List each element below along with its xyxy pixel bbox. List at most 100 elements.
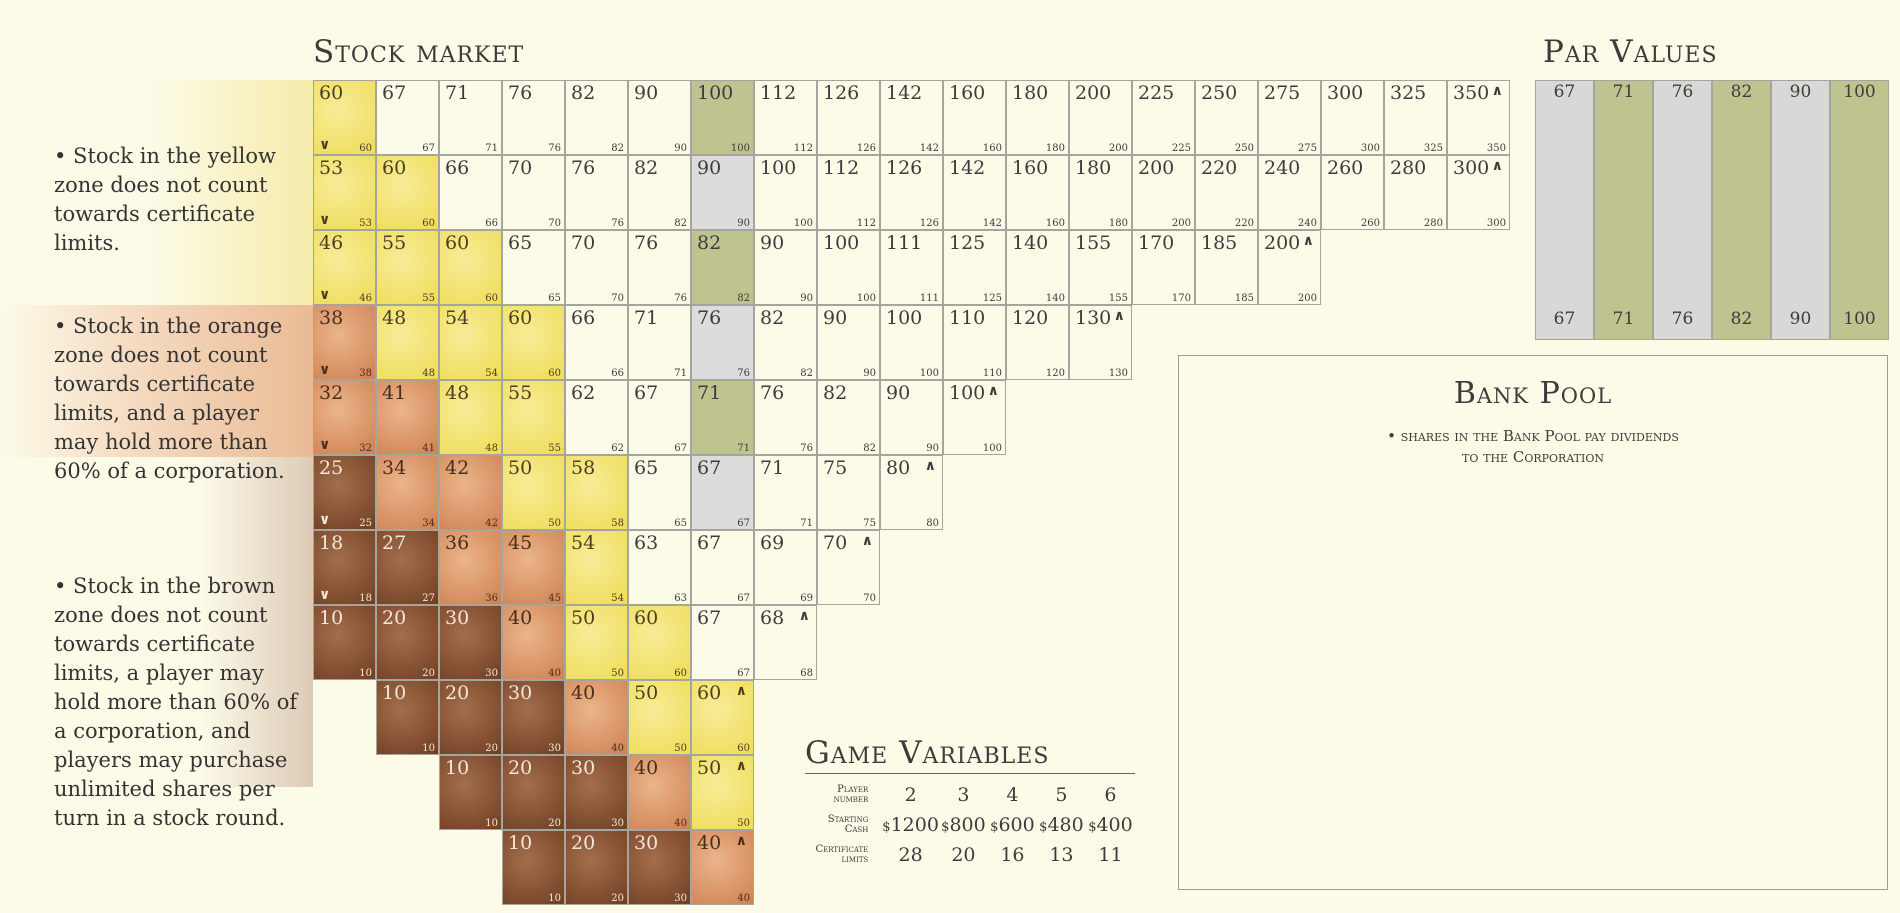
stock-cell[interactable]: 220 220	[1195, 155, 1258, 230]
stock-cell[interactable]: 126 126	[817, 80, 880, 155]
stock-cell[interactable]: 30 30	[565, 755, 628, 830]
stock-cell[interactable]: 200 200	[1069, 80, 1132, 155]
stock-cell[interactable]: 67 67	[628, 380, 691, 455]
stock-cell[interactable]: 71 71	[754, 455, 817, 530]
stock-cell[interactable]: 71 71	[439, 80, 502, 155]
stock-cell[interactable]: 48 48	[439, 380, 502, 455]
stock-cell[interactable]: 70 70 ∧	[817, 530, 880, 605]
stock-cell[interactable]: 350 350 ∧	[1447, 80, 1510, 155]
stock-cell[interactable]: 112 112	[817, 155, 880, 230]
stock-cell[interactable]: 325 325	[1384, 80, 1447, 155]
stock-cell[interactable]: 90 90	[754, 230, 817, 305]
stock-cell[interactable]: 67 67	[691, 530, 754, 605]
stock-cell[interactable]: 300 300 ∧	[1447, 155, 1510, 230]
stock-cell[interactable]: 76 76	[502, 80, 565, 155]
stock-cell[interactable]: 280 280	[1384, 155, 1447, 230]
stock-cell[interactable]: 63 63	[628, 530, 691, 605]
stock-cell[interactable]: 75 75	[817, 455, 880, 530]
stock-cell[interactable]: 90 90	[628, 80, 691, 155]
stock-cell[interactable]: 54 54	[565, 530, 628, 605]
stock-cell[interactable]: 25 25 ∨	[313, 455, 376, 530]
par-value-column[interactable]: 100 100	[1830, 80, 1889, 340]
stock-cell[interactable]: 40 40	[565, 680, 628, 755]
stock-cell[interactable]: 34 34	[376, 455, 439, 530]
stock-cell[interactable]: 82 82	[754, 305, 817, 380]
stock-cell[interactable]: 60 60	[376, 155, 439, 230]
stock-cell[interactable]: 50 50	[502, 455, 565, 530]
stock-cell[interactable]: 200 200 ∧	[1258, 230, 1321, 305]
stock-cell[interactable]: 185 185	[1195, 230, 1258, 305]
stock-cell[interactable]: 30 30	[439, 605, 502, 680]
par-value-column[interactable]: 82 82	[1712, 80, 1771, 340]
stock-cell[interactable]: 76 76	[691, 305, 754, 380]
stock-cell[interactable]: 82 82	[565, 80, 628, 155]
stock-cell[interactable]: 45 45	[502, 530, 565, 605]
par-value-column[interactable]: 76 76	[1653, 80, 1712, 340]
stock-cell[interactable]: 50 50	[628, 680, 691, 755]
stock-cell[interactable]: 100 100 ∧	[943, 380, 1006, 455]
stock-cell[interactable]: 32 32 ∨	[313, 380, 376, 455]
stock-cell[interactable]: 71 71	[691, 380, 754, 455]
stock-cell[interactable]: 60 60	[628, 605, 691, 680]
stock-cell[interactable]: 10 10	[313, 605, 376, 680]
stock-cell[interactable]: 160 160	[1006, 155, 1069, 230]
stock-cell[interactable]: 250 250	[1195, 80, 1258, 155]
stock-cell[interactable]: 10 10	[439, 755, 502, 830]
stock-cell[interactable]: 100 100	[880, 305, 943, 380]
stock-cell[interactable]: 142 142	[943, 155, 1006, 230]
stock-cell[interactable]: 160 160	[943, 80, 1006, 155]
stock-cell[interactable]: 67 67	[691, 605, 754, 680]
stock-cell[interactable]: 200 200	[1132, 155, 1195, 230]
stock-cell[interactable]: 140 140	[1006, 230, 1069, 305]
stock-cell[interactable]: 20 20	[439, 680, 502, 755]
stock-cell[interactable]: 30 30	[628, 830, 691, 905]
stock-cell[interactable]: 41 41	[376, 380, 439, 455]
stock-cell[interactable]: 38 38 ∨	[313, 305, 376, 380]
stock-cell[interactable]: 42 42	[439, 455, 502, 530]
stock-cell[interactable]: 90 90	[691, 155, 754, 230]
stock-cell[interactable]: 40 40 ∧	[691, 830, 754, 905]
stock-cell[interactable]: 142 142	[880, 80, 943, 155]
stock-cell[interactable]: 68 68 ∧	[754, 605, 817, 680]
stock-cell[interactable]: 90 90	[880, 380, 943, 455]
stock-cell[interactable]: 70 70	[502, 155, 565, 230]
stock-cell[interactable]: 110 110	[943, 305, 1006, 380]
stock-cell[interactable]: 48 48	[376, 305, 439, 380]
stock-cell[interactable]: 36 36	[439, 530, 502, 605]
stock-cell[interactable]: 65 65	[502, 230, 565, 305]
stock-cell[interactable]: 54 54	[439, 305, 502, 380]
stock-cell[interactable]: 60 60 ∨	[313, 80, 376, 155]
stock-cell[interactable]: 60 60	[502, 305, 565, 380]
stock-cell[interactable]: 82 82	[691, 230, 754, 305]
stock-cell[interactable]: 300 300	[1321, 80, 1384, 155]
stock-cell[interactable]: 70 70	[565, 230, 628, 305]
par-value-column[interactable]: 90 90	[1771, 80, 1830, 340]
stock-cell[interactable]: 100 100	[754, 155, 817, 230]
stock-cell[interactable]: 180 180	[1006, 80, 1069, 155]
stock-cell[interactable]: 120 120	[1006, 305, 1069, 380]
stock-cell[interactable]: 10 10	[502, 830, 565, 905]
stock-cell[interactable]: 40 40	[628, 755, 691, 830]
stock-cell[interactable]: 76 76	[754, 380, 817, 455]
stock-cell[interactable]: 18 18 ∨	[313, 530, 376, 605]
stock-cell[interactable]: 112 112	[754, 80, 817, 155]
stock-cell[interactable]: 125 125	[943, 230, 1006, 305]
stock-cell[interactable]: 76 76	[628, 230, 691, 305]
stock-cell[interactable]: 126 126	[880, 155, 943, 230]
stock-cell[interactable]: 82 82	[628, 155, 691, 230]
stock-cell[interactable]: 170 170	[1132, 230, 1195, 305]
stock-cell[interactable]: 20 20	[565, 830, 628, 905]
stock-cell[interactable]: 55 55	[376, 230, 439, 305]
stock-cell[interactable]: 20 20	[376, 605, 439, 680]
stock-cell[interactable]: 53 53 ∨	[313, 155, 376, 230]
stock-cell[interactable]: 100 100	[691, 80, 754, 155]
par-value-column[interactable]: 67 67	[1535, 80, 1594, 340]
stock-cell[interactable]: 55 55	[502, 380, 565, 455]
stock-cell[interactable]: 30 30	[502, 680, 565, 755]
stock-cell[interactable]: 100 100	[817, 230, 880, 305]
stock-cell[interactable]: 82 82	[817, 380, 880, 455]
stock-cell[interactable]: 69 69	[754, 530, 817, 605]
stock-cell[interactable]: 60 60	[439, 230, 502, 305]
stock-cell[interactable]: 50 50 ∧	[691, 755, 754, 830]
stock-cell[interactable]: 90 90	[817, 305, 880, 380]
